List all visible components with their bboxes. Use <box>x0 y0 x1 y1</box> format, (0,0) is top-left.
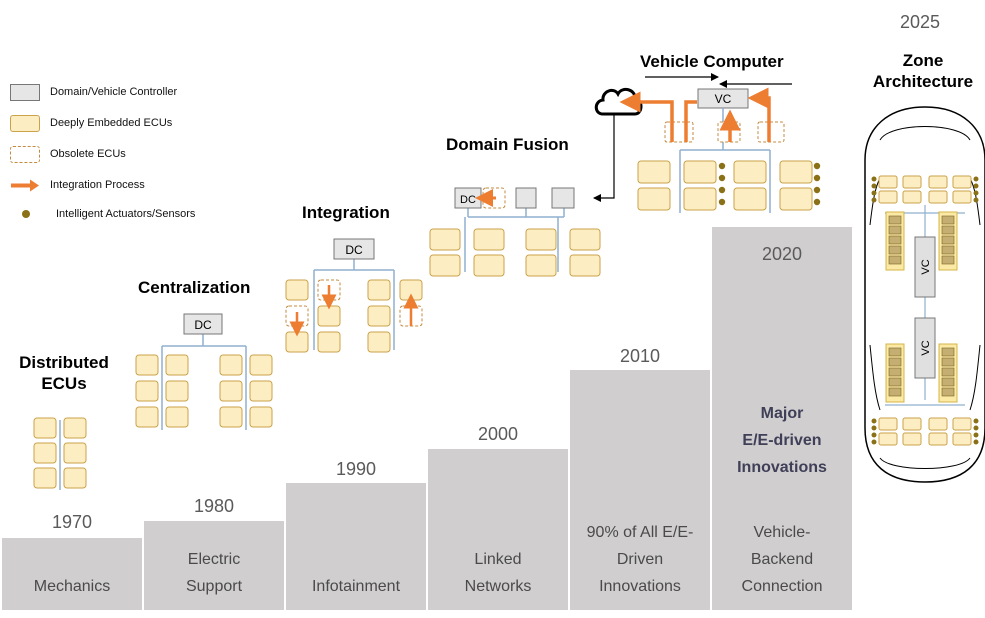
label-line: Networks <box>464 578 532 595</box>
step-1980: Electric Support <box>144 521 284 610</box>
dc-label: DC <box>460 194 476 206</box>
vc-label: VC <box>715 92 732 106</box>
step-label: Mechanics <box>2 573 142 600</box>
legend-label: Intelligent Actuators/Sensors <box>56 208 196 220</box>
label-line: Backend <box>750 551 814 568</box>
integration-title: Integration <box>302 203 390 222</box>
dot-icon <box>22 210 30 218</box>
legend-label: Obsolete ECUs <box>50 148 126 160</box>
label-line: Vehicle- <box>753 524 811 541</box>
label-line: Mechanics <box>33 578 111 595</box>
title-line: Distributed <box>19 353 109 372</box>
title-line: Zone <box>902 51 944 70</box>
label-line: Electric <box>187 551 241 568</box>
step-2020: 2020 Vehicle- Backend Connection <box>712 227 852 610</box>
legend-label: Domain/Vehicle Controller <box>50 86 178 98</box>
vehicle-computer-diagram: VC <box>594 73 821 213</box>
legend-label: Integration Process <box>50 179 145 191</box>
vc-label: VC <box>920 340 932 355</box>
year-2020: 2020 <box>761 244 803 264</box>
title-line: Architecture <box>872 72 974 91</box>
orange-arrow-icon <box>11 179 39 191</box>
label-line: Innovations <box>599 578 681 595</box>
year-2010: 2010 <box>619 346 661 366</box>
controller-box-icon <box>10 83 40 101</box>
integration-diagram: DC <box>285 238 423 353</box>
dashed-box-icon <box>10 145 40 163</box>
year-1970: 1970 <box>51 512 93 532</box>
vc-label: VC <box>920 259 932 274</box>
legend-label: Deeply Embedded ECUs <box>50 117 173 129</box>
label-line: Infotainment <box>311 578 401 595</box>
label-line: 90% of All E/E- <box>586 524 694 541</box>
centralization-title: Centralization <box>138 278 251 297</box>
label-line: Innovations <box>737 459 827 476</box>
year-2000: 2000 <box>477 424 519 444</box>
centralization-diagram: DC <box>135 313 273 430</box>
label-line: Major <box>760 405 804 422</box>
distributed-ecus-diagram <box>33 417 87 490</box>
legend-item-ecu: Deeply Embedded ECUs <box>10 114 173 132</box>
label-line: E/E-driven <box>742 432 822 449</box>
legend-item-controller: Domain/Vehicle Controller <box>10 83 178 101</box>
label-line: Driven <box>616 551 664 568</box>
step-label: Vehicle- Backend Connection <box>712 519 852 600</box>
label-line: Linked <box>474 551 522 568</box>
step-label: Infotainment <box>286 573 426 600</box>
title-line: ECUs <box>41 374 87 393</box>
zone-architecture-car: VC VC <box>864 106 985 483</box>
step-label: Electric Support <box>144 546 284 600</box>
vehicle-computer-title: Vehicle Computer <box>640 52 784 71</box>
zone-year: 2025 <box>899 12 941 32</box>
label-line: Connection <box>741 578 823 595</box>
domain-fusion-diagram: DC <box>429 115 615 277</box>
distributed-title: Distributed ECUs <box>8 352 120 394</box>
year-1980: 1980 <box>193 496 235 516</box>
zone-title: Zone Architecture <box>860 50 985 92</box>
dc-label: DC <box>194 318 212 332</box>
legend-item-actuator: Intelligent Actuators/Sensors <box>10 206 195 222</box>
major-innovations-label: Major E/E-driven Innovations <box>712 400 852 481</box>
step-1990: Infotainment <box>286 483 426 610</box>
step-2010: 90% of All E/E- Driven Innovations <box>570 370 710 610</box>
label-line: Support <box>185 578 243 595</box>
domain-fusion-title: Domain Fusion <box>446 135 569 154</box>
step-1970: Mechanics <box>2 538 142 610</box>
dc-label: DC <box>345 243 363 257</box>
year-1990: 1990 <box>335 459 377 479</box>
legend-item-integration: Integration Process <box>10 177 145 193</box>
step-label: Linked Networks <box>428 546 568 600</box>
ecu-box-icon <box>10 114 40 132</box>
legend-item-obsolete: Obsolete ECUs <box>10 145 126 163</box>
step-label: 90% of All E/E- Driven Innovations <box>570 519 710 600</box>
step-2000: Linked Networks <box>428 449 568 610</box>
